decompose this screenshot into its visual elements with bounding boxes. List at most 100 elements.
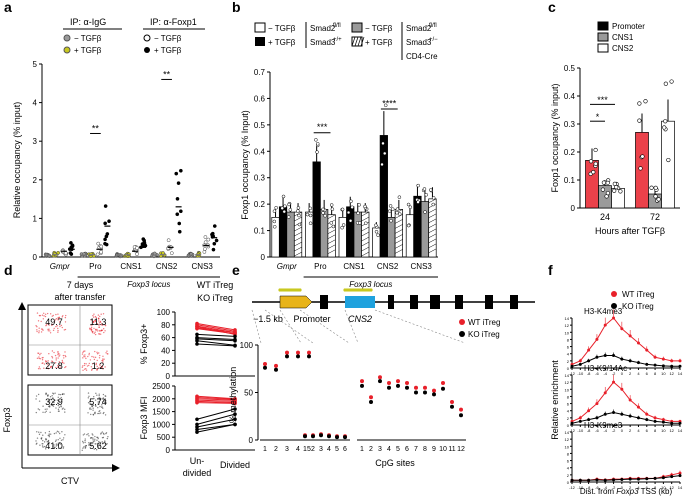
panel-d-ko-flow-event <box>90 413 92 416</box>
panel-a-point <box>103 204 108 208</box>
panel-d-wt-flow-event <box>51 350 54 352</box>
panel-f-y-tick-label: 2 <box>567 359 570 364</box>
panel-f-wt-point <box>578 359 582 363</box>
panel-d-ko-flow-event <box>42 446 44 448</box>
panel-d-wt-flow-event <box>98 324 100 326</box>
panel-d-wt-flow-event <box>85 363 87 365</box>
panel-d-wt-flow-event <box>83 364 86 367</box>
panel-e-zoom-guide <box>264 309 314 344</box>
panel-b-hatch <box>294 236 302 242</box>
panel-d-pct-wt-line <box>196 324 236 332</box>
panel-e-wt-point <box>360 379 364 384</box>
panel-a-category-label: CNS1 <box>120 262 142 271</box>
panel-b-point <box>357 203 361 207</box>
panel-d-wt-flow-event <box>89 328 91 331</box>
panel-d-wt-flow-event <box>92 321 94 323</box>
panel-d-ko-flow-event <box>59 437 61 440</box>
panel-d-pct-y-tick-label: 20 <box>161 359 170 368</box>
panel-f-x-tick-label: -4 <box>603 371 607 376</box>
panel-a-legend-group: IP: α-Foxp1 <box>150 17 197 27</box>
panel-b-point <box>422 187 427 191</box>
panel-d-wt-flow-event <box>90 327 92 330</box>
panel-d-ko-flow-event <box>39 444 41 446</box>
panel-e-ko-point <box>285 354 289 359</box>
panel-d-wt-flow-event <box>60 324 63 327</box>
panel-b-legend-label: − TGFβ <box>365 24 393 33</box>
panel-b-point <box>390 207 395 211</box>
panel-d-arrowhead <box>112 464 120 472</box>
panel-d-ko-flow-event <box>92 407 94 409</box>
panel-d-wt-flow-event <box>38 356 40 358</box>
panel-a-locus-label: Foxp3 locus <box>127 280 170 289</box>
panel-a-point <box>176 181 181 185</box>
panel-d-ko-flow-event <box>98 401 101 403</box>
panel-d-mfi-wt-line <box>196 400 236 404</box>
panel-f-ko-point <box>653 476 657 480</box>
panel-f-subplot-title: H3-K9/14Ac <box>584 364 627 373</box>
panel-e-site-label: 3 <box>285 446 289 453</box>
panel-f-ko-point <box>620 412 624 416</box>
panel-d-ko-flow-event <box>85 445 88 447</box>
panel-a-y-tick-label: 0 <box>33 253 38 262</box>
panel-d-ko-flow-event <box>82 434 85 436</box>
panel-d-wt-flow-event <box>43 315 45 317</box>
panel-e-cpg-mark <box>369 288 373 292</box>
panel-b-y-tick-label: 0 <box>261 253 266 262</box>
panel-d-ko-flow-event <box>56 399 59 401</box>
panel-d-ko-flow-event <box>91 405 93 408</box>
panel-d-wt-flow-event <box>84 368 86 370</box>
panel-d-wt-flow-event <box>55 325 57 328</box>
panel-d-ko-flow-event <box>94 438 96 440</box>
panel-d-ko-flow-event <box>58 393 60 396</box>
panel-d-ko-flow-event <box>88 444 90 446</box>
panel-e-ko-point <box>432 392 436 397</box>
panel-c-point <box>663 119 668 124</box>
panel-f-x-tick-label: 14 <box>678 428 683 433</box>
panel-e-exon <box>485 295 493 309</box>
panel-d-ko-flow-event <box>52 397 54 399</box>
panel-d-wt-flow-event <box>64 354 66 357</box>
panel-d-mfi-ko-point <box>195 427 199 432</box>
panel-d-ko-flow-event <box>51 400 54 403</box>
panel-d-mfi-ko-point <box>195 422 199 427</box>
panel-d-wt-flow-event <box>57 352 59 354</box>
panel-a-point <box>96 241 101 246</box>
panel-d-ko-flow-event <box>104 414 107 416</box>
panel-d-wt-flow-event <box>57 366 59 369</box>
panel-a-y-tick-label: 3 <box>33 137 38 146</box>
panel-f-x-tick-label: -8 <box>587 428 591 433</box>
panel-e-zoom-guide <box>279 309 302 344</box>
panel-d-ko-flow-event <box>59 400 61 403</box>
panel-d-ko-flow-event <box>99 412 102 414</box>
panel-b-hatch <box>428 218 437 224</box>
panel-d-wt-flow-event <box>90 369 93 371</box>
panel-d-wt-flow-event <box>104 324 107 327</box>
panel-d-wt-flow-event <box>94 333 97 336</box>
panel-b-point <box>280 206 284 210</box>
panel-e-exon <box>410 295 418 309</box>
panel-d-wt-flow-quadrant-label: 1.2 <box>92 361 105 371</box>
panel-d-ko-flow-event <box>88 408 91 410</box>
panel-d-ko-flow-event <box>101 441 103 443</box>
panel-d-ko-flow-event <box>99 410 101 412</box>
panel-d-pct-ko-point <box>233 334 237 339</box>
panel-e-exon <box>388 295 394 309</box>
panel-d-ko-flow-event <box>61 408 64 410</box>
panel-d-wt-flow-event <box>41 328 44 330</box>
panel-a-point <box>142 238 146 243</box>
panel-e-ko-point <box>274 367 278 372</box>
panel-f-y-tick-label: 2 <box>567 416 570 421</box>
panel-d-ko-flow-quadrant-label: 5.62 <box>89 441 107 451</box>
panel-f-y-tick-label: 8 <box>567 337 570 342</box>
panel-d-wt-flow-event <box>84 350 86 352</box>
panel-d-wt-flow-event <box>55 357 57 359</box>
panel-b-hatch <box>394 234 403 239</box>
panel-d-ko-flow-event <box>55 432 57 434</box>
panel-d-wt-flow-event <box>83 350 85 353</box>
panel-d-ko-flow-event <box>99 397 101 399</box>
panel-b-bar <box>387 217 396 258</box>
panel-d-ko-flow-event <box>48 401 51 403</box>
panel-b-hatch <box>294 241 302 247</box>
panel-d-wt-flow-event <box>103 331 105 334</box>
panel-d-ko-flow-event <box>97 403 99 405</box>
